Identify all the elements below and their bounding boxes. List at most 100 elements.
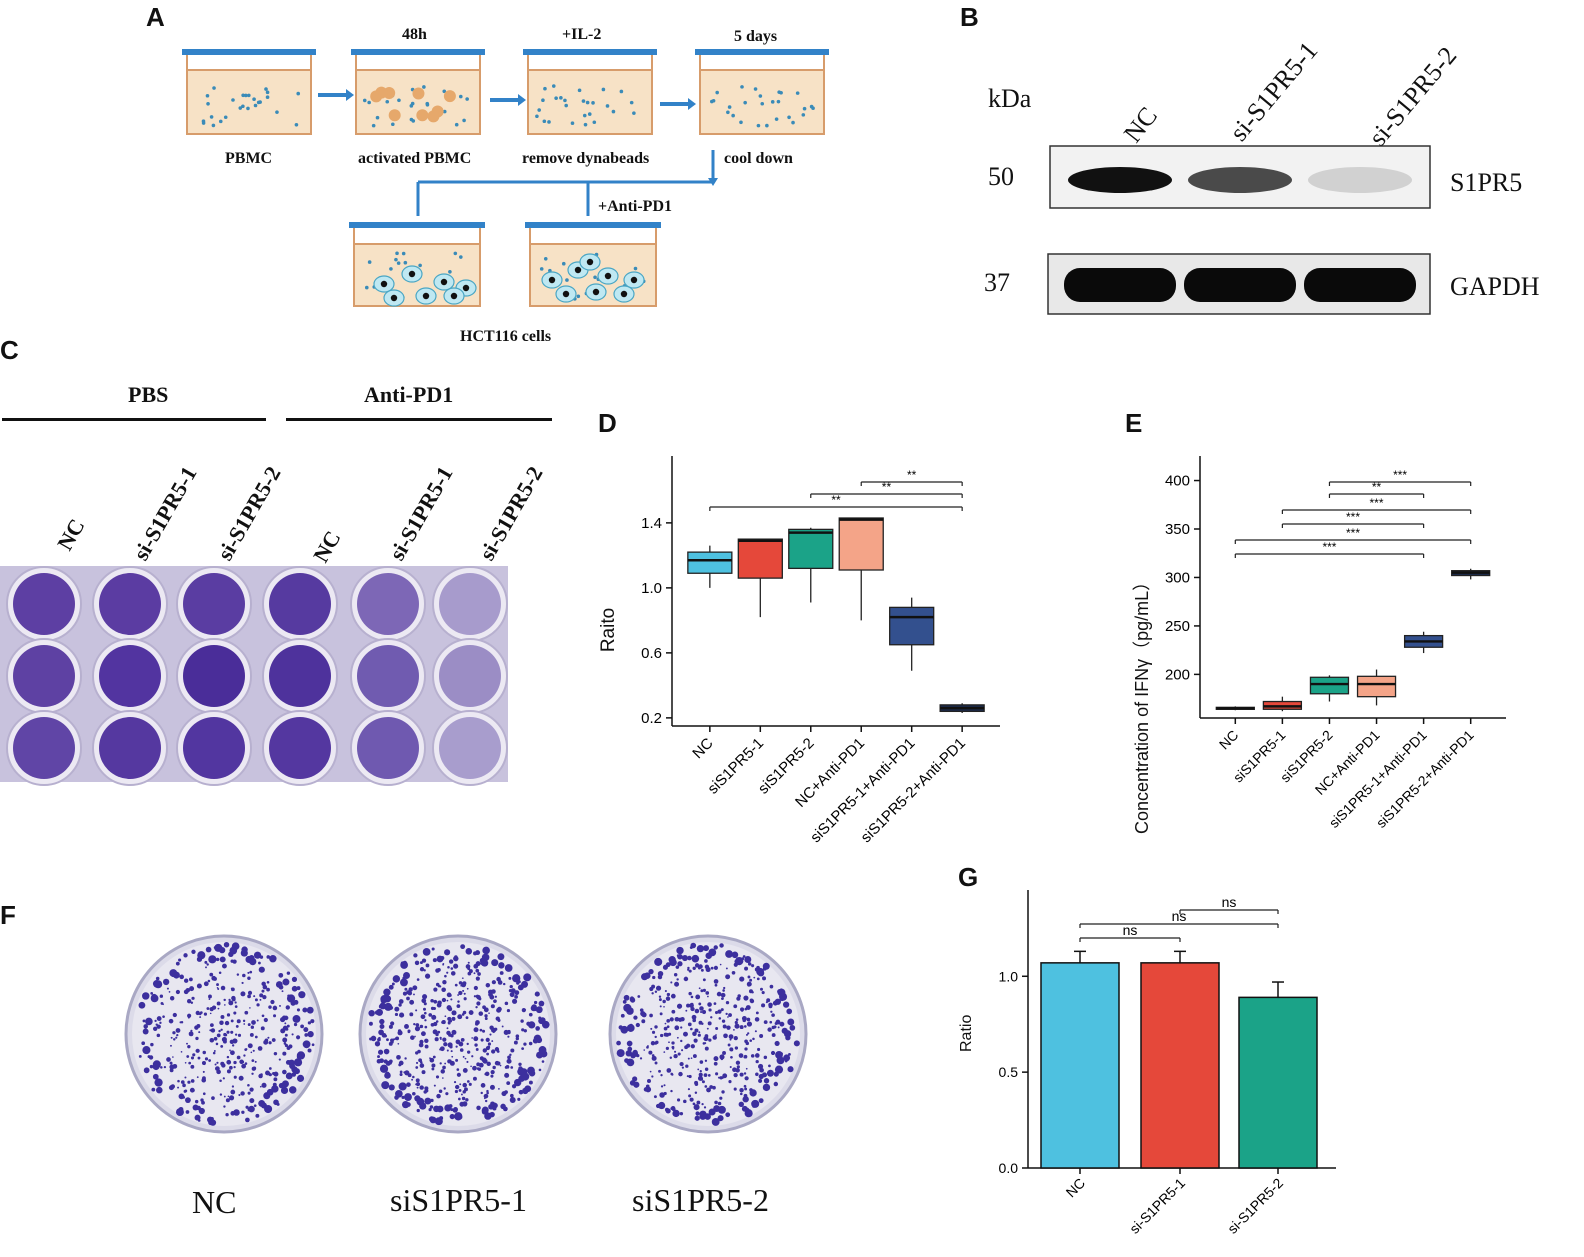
colony bbox=[222, 1077, 225, 1080]
colony bbox=[154, 1078, 163, 1087]
colony bbox=[400, 961, 409, 969]
colony bbox=[701, 1080, 705, 1084]
colony bbox=[172, 1012, 177, 1018]
colony bbox=[414, 1026, 421, 1032]
colony bbox=[748, 989, 753, 994]
pbmc-dot bbox=[453, 251, 458, 256]
colony bbox=[247, 976, 251, 981]
panel-a-workflow: PBMC 48h activated PBMC +IL-2 remove dyn… bbox=[0, 0, 940, 360]
colony bbox=[304, 1033, 308, 1037]
colony bbox=[298, 991, 306, 999]
colony bbox=[534, 991, 540, 997]
colony bbox=[224, 1020, 230, 1026]
panel-label-b: B bbox=[960, 2, 979, 32]
cell-nucleus bbox=[440, 278, 448, 286]
colony bbox=[311, 1043, 315, 1047]
bar bbox=[1238, 996, 1318, 1169]
colony bbox=[673, 1053, 678, 1059]
colony bbox=[651, 984, 656, 989]
colony bbox=[498, 962, 505, 969]
colony bbox=[380, 995, 389, 1004]
colony bbox=[252, 1066, 257, 1071]
colony bbox=[685, 1009, 688, 1012]
colony bbox=[462, 1010, 467, 1015]
colony bbox=[733, 1029, 735, 1031]
colony bbox=[143, 1028, 148, 1034]
colony bbox=[533, 1034, 542, 1043]
colony bbox=[171, 973, 176, 978]
colony bbox=[739, 1087, 744, 1093]
colony bbox=[703, 945, 710, 952]
colony bbox=[300, 1024, 304, 1029]
colony bbox=[755, 1059, 759, 1064]
colony bbox=[419, 1063, 425, 1068]
significance-label: ns bbox=[1222, 894, 1237, 910]
colony bbox=[622, 1000, 627, 1004]
colony bbox=[412, 985, 418, 991]
colony bbox=[676, 1098, 681, 1102]
colony bbox=[513, 1078, 522, 1087]
pbmc-dot bbox=[241, 93, 245, 98]
colony bbox=[752, 1104, 756, 1108]
colony bbox=[248, 954, 255, 961]
ifng-boxplot: 200250300350400NCsiS1PR5-1siS1PR5-2NC+An… bbox=[1165, 456, 1506, 831]
bar bbox=[1140, 962, 1220, 1169]
colony bbox=[264, 1104, 273, 1114]
colony bbox=[249, 1007, 251, 1009]
colony bbox=[232, 1038, 238, 1044]
colony bbox=[226, 1013, 231, 1017]
colony bbox=[507, 1030, 511, 1035]
colony bbox=[466, 1080, 470, 1083]
colony bbox=[394, 1037, 398, 1040]
colony bbox=[701, 1022, 704, 1025]
colony bbox=[211, 1096, 215, 1100]
colony bbox=[271, 1038, 276, 1042]
colony bbox=[761, 991, 765, 995]
colony bbox=[676, 954, 680, 957]
colony bbox=[410, 1035, 415, 1040]
colony bbox=[247, 994, 251, 999]
colony bbox=[655, 985, 662, 991]
colony bbox=[536, 1051, 543, 1059]
colony bbox=[429, 1105, 434, 1109]
pbmc-dot bbox=[554, 96, 558, 100]
colony bbox=[236, 973, 240, 976]
pbmc-dot bbox=[776, 99, 781, 104]
colony bbox=[461, 1096, 466, 1101]
stained-well bbox=[439, 573, 501, 635]
colony bbox=[465, 1098, 469, 1102]
colony bbox=[774, 1065, 784, 1074]
colony bbox=[282, 1069, 287, 1075]
colony bbox=[695, 994, 701, 1000]
colony bbox=[449, 1059, 452, 1062]
colony bbox=[783, 1030, 792, 1038]
colony bbox=[172, 1056, 174, 1058]
colony bbox=[268, 1067, 272, 1070]
colony bbox=[213, 1050, 216, 1052]
colony bbox=[478, 1011, 484, 1016]
colony bbox=[159, 994, 164, 998]
colony bbox=[196, 1076, 199, 1079]
colony bbox=[659, 1092, 665, 1098]
colony bbox=[296, 986, 301, 991]
colony bbox=[408, 987, 413, 992]
colony bbox=[672, 1109, 680, 1118]
colony bbox=[467, 971, 472, 976]
pbmc-dot bbox=[265, 95, 270, 100]
colony bbox=[498, 1088, 500, 1090]
colony bbox=[459, 1083, 462, 1086]
colony bbox=[703, 1106, 707, 1109]
pbmc-dot bbox=[576, 294, 581, 299]
colony bbox=[475, 968, 480, 973]
pbmc-dot bbox=[422, 85, 426, 89]
colony bbox=[168, 1018, 174, 1024]
colony bbox=[407, 990, 413, 996]
x-tick-label: NC bbox=[1216, 727, 1242, 753]
colony bbox=[722, 989, 725, 992]
colony bbox=[226, 1069, 231, 1074]
colony bbox=[241, 981, 244, 985]
colony bbox=[190, 1079, 195, 1083]
colony bbox=[683, 1099, 687, 1104]
colony bbox=[162, 978, 170, 986]
colony bbox=[226, 1059, 232, 1065]
